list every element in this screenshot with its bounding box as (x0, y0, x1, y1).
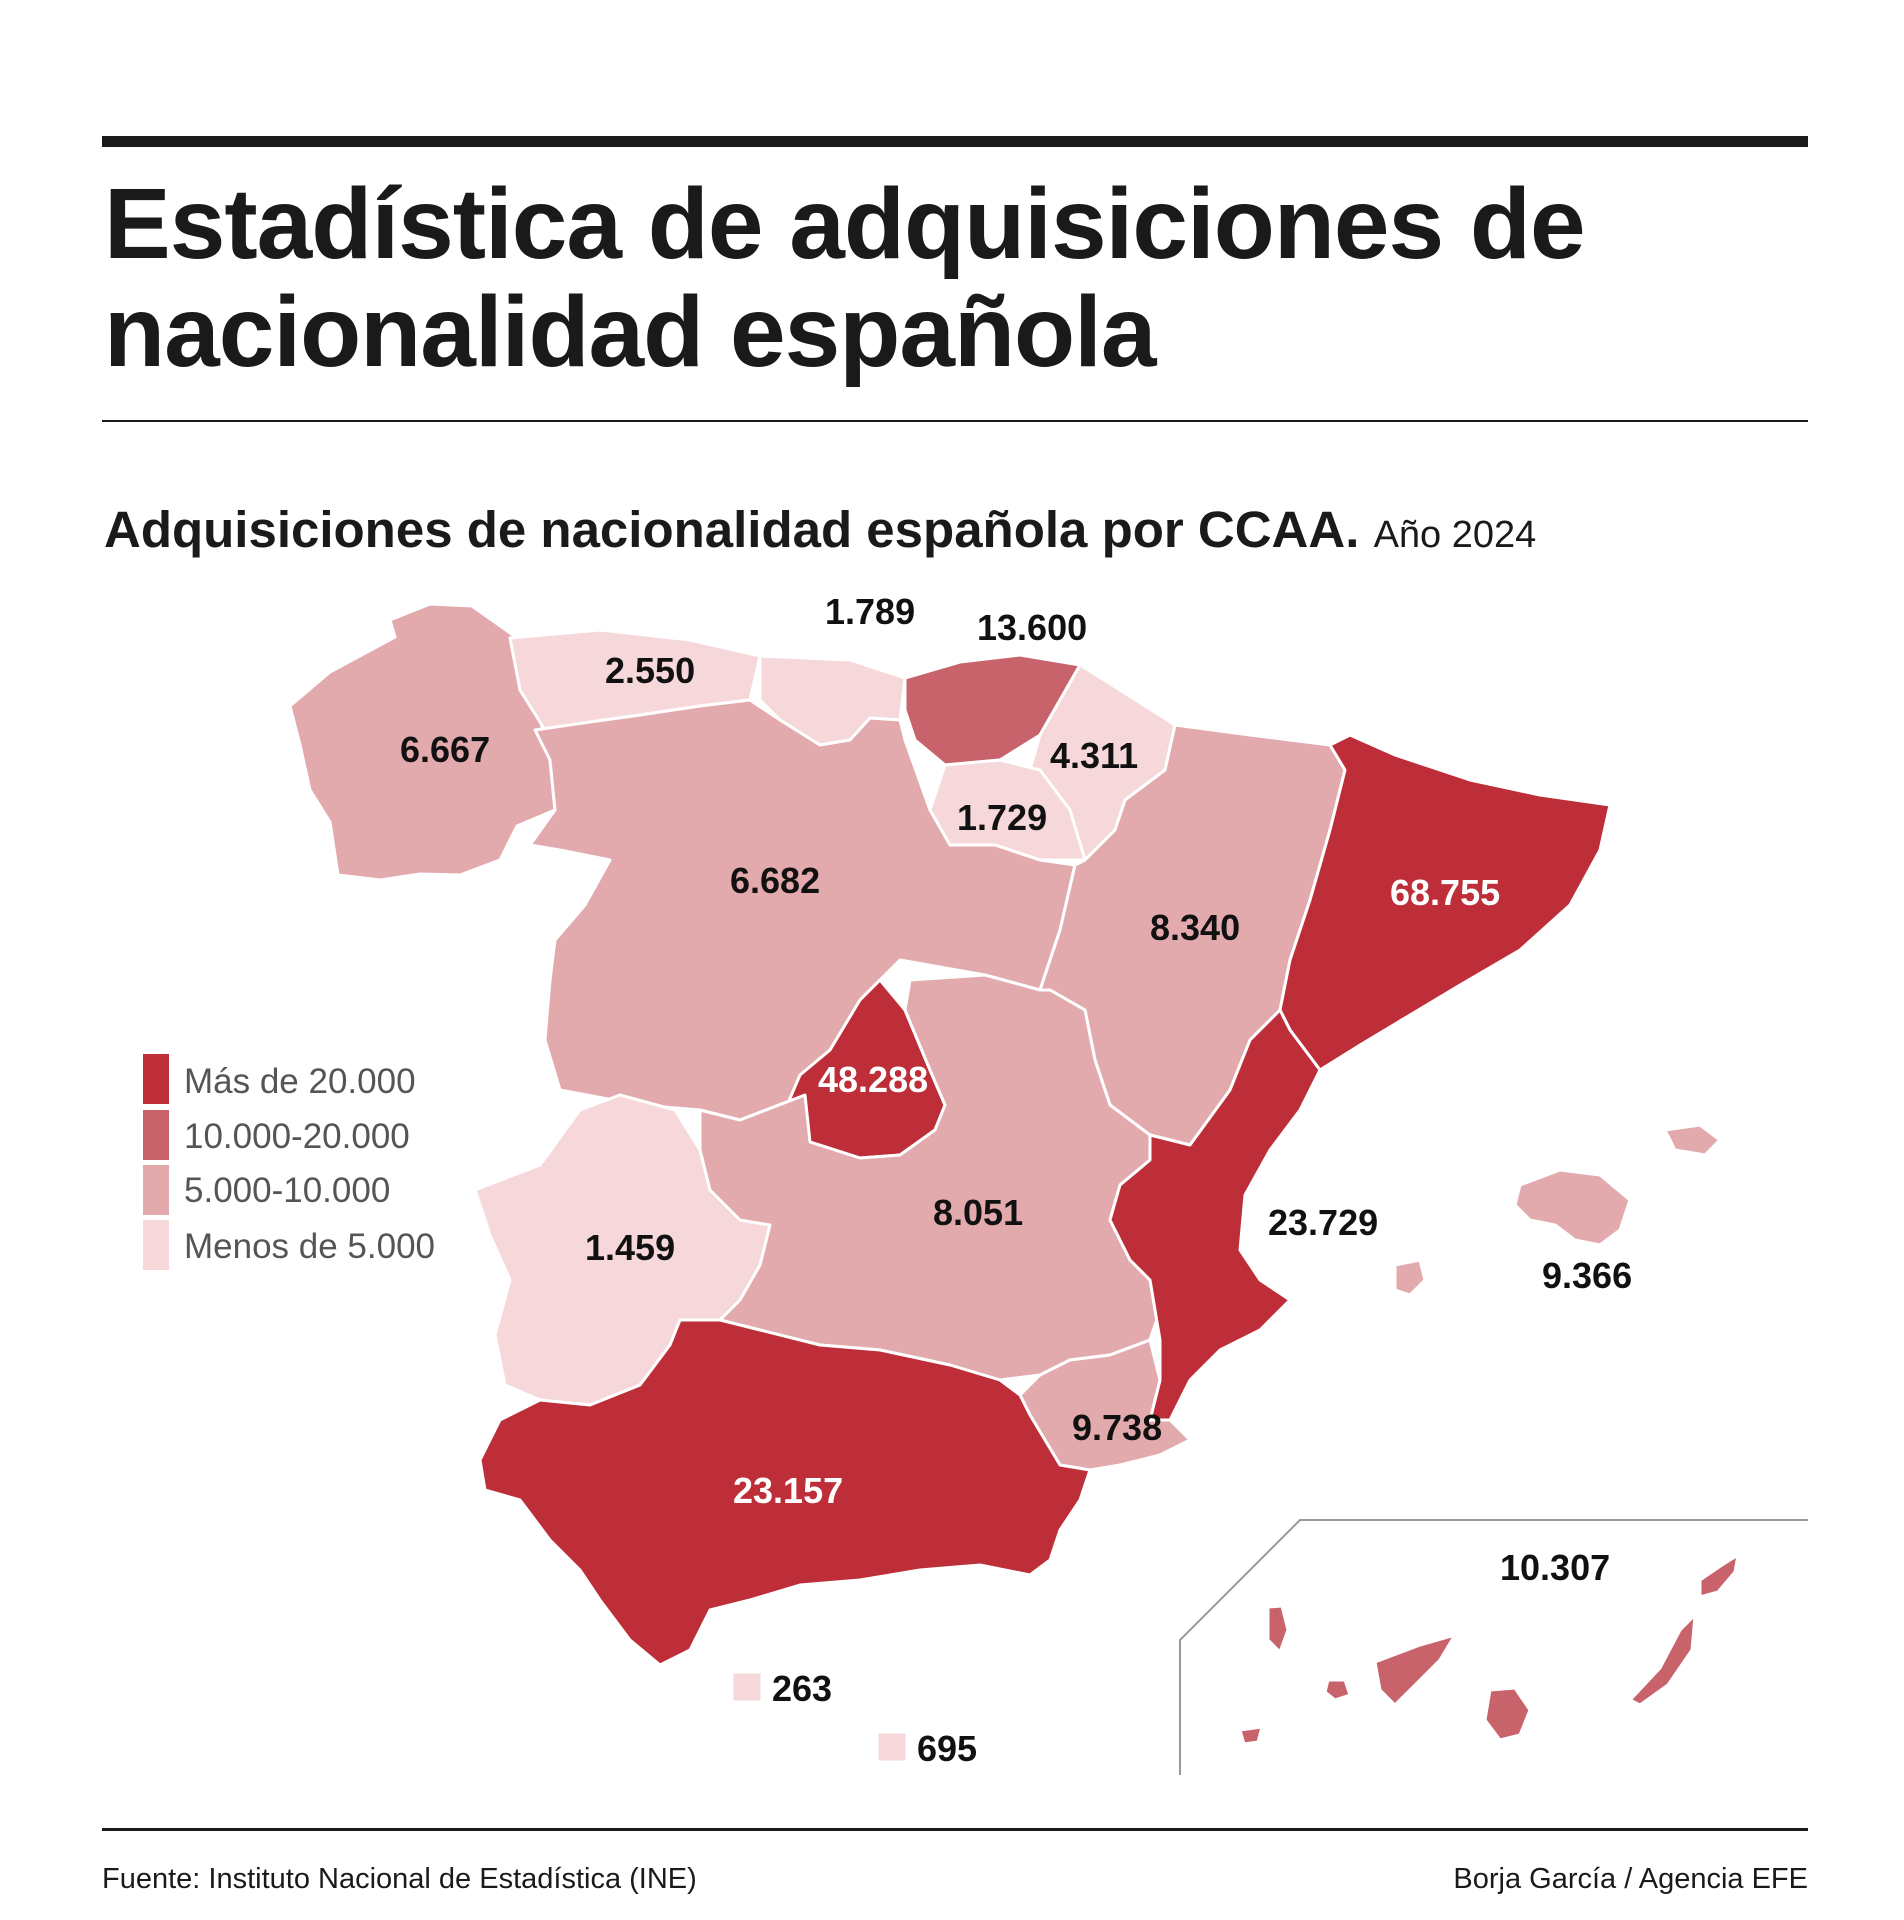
value-asturias: 2.550 (605, 650, 695, 691)
title-divider (102, 420, 1808, 422)
value-extremadura: 1.459 (585, 1227, 675, 1268)
value-ceuta: 263 (772, 1668, 832, 1709)
region-galicia (288, 602, 557, 882)
value-aragon: 8.340 (1150, 907, 1240, 948)
legend: Más de 20.000 10.000-20.000 5.000-10.000… (143, 1054, 435, 1270)
value-castilla-la-mancha: 8.051 (933, 1192, 1023, 1233)
region-melilla (875, 1730, 909, 1764)
legend-swatch-high (143, 1054, 169, 1104)
map-subtitle: Adquisiciones de nacionalidad española p… (104, 500, 1536, 565)
top-rule (102, 136, 1808, 147)
region-cataluna (1278, 733, 1612, 1072)
page-title: Estadística de adquisiciones de nacional… (104, 168, 1586, 388)
value-la-rioja: 1.729 (957, 797, 1047, 838)
island-el-hierro (1238, 1725, 1264, 1746)
region-baleares-menorca (1663, 1123, 1722, 1157)
legend-label-vlow: Menos de 5.000 (184, 1227, 435, 1266)
legend-swatch-low (143, 1165, 169, 1215)
legend-label-high: Más de 20.000 (184, 1062, 416, 1101)
canarias-inset-frame (1179, 1519, 1808, 1775)
value-madrid: 48.288 (818, 1059, 928, 1100)
value-cataluna: 68.755 (1390, 872, 1500, 913)
region-comunidad-valenciana (1108, 1008, 1322, 1422)
legend-label-low: 5.000-10.000 (184, 1171, 390, 1210)
legend-swatch-vlow (143, 1220, 169, 1270)
island-tenerife (1373, 1633, 1457, 1707)
value-comunidad-valenciana: 23.729 (1268, 1202, 1378, 1243)
bottom-rule (102, 1828, 1808, 1831)
island-la-palma (1266, 1604, 1290, 1654)
value-castilla-leon: 6.682 (730, 860, 820, 901)
source-note: Fuente: Instituto Nacional de Estadístic… (102, 1863, 697, 1895)
value-pais-vasco: 13.600 (977, 607, 1087, 648)
island-fuerteventura (1628, 1613, 1697, 1707)
subtitle-main: Adquisiciones de nacionalidad española p… (104, 501, 1360, 558)
island-gran-canaria (1483, 1686, 1532, 1742)
value-andalucia: 23.157 (733, 1470, 843, 1511)
island-la-gomera (1323, 1678, 1352, 1702)
subtitle-year: Año 2024 (1373, 514, 1537, 556)
legend-label-mid: 10.000-20.000 (184, 1117, 410, 1156)
value-navarra: 4.311 (1050, 735, 1138, 776)
canarias-islands (1238, 1553, 1740, 1746)
credit-note: Borja García / Agencia EFE (1453, 1863, 1808, 1895)
value-cantabria: 1.789 (825, 591, 915, 632)
region-baleares-ibiza (1393, 1258, 1427, 1297)
region-andalucia (478, 1318, 1092, 1667)
island-lanzarote (1698, 1553, 1740, 1599)
value-melilla: 695 (917, 1728, 977, 1769)
value-baleares: 9.366 (1542, 1255, 1632, 1296)
value-galicia: 6.667 (400, 729, 490, 770)
legend-swatch-mid (143, 1110, 169, 1160)
region-ceuta (730, 1670, 764, 1704)
region-baleares-mallorca (1513, 1168, 1632, 1247)
value-canarias: 10.307 (1500, 1547, 1610, 1588)
value-murcia: 9.738 (1072, 1407, 1162, 1448)
